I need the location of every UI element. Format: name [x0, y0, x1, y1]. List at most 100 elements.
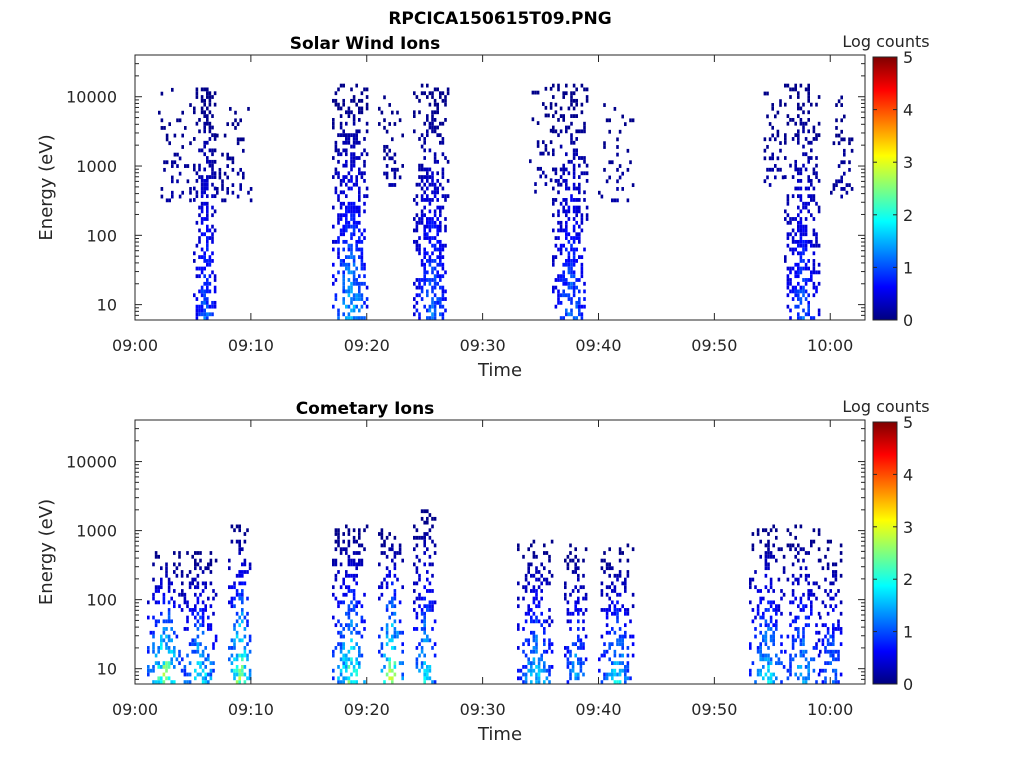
spectrogram-cell — [749, 585, 752, 590]
spectrogram-cell — [764, 573, 768, 578]
spectrogram-cell — [209, 661, 213, 666]
spectrogram-cell — [572, 251, 576, 256]
spectrogram-cell — [415, 278, 419, 282]
spectrogram-cell — [779, 103, 782, 107]
spectrogram-cell — [152, 634, 155, 639]
spectrogram-cell — [574, 600, 577, 605]
spectrogram-cell — [426, 167, 429, 172]
x-tick-label: 09:30 — [460, 700, 506, 719]
spectrogram-cell — [339, 133, 343, 138]
spectrogram-cell — [762, 653, 765, 658]
spectrogram-cell — [769, 619, 773, 624]
spectrogram-cell — [208, 281, 212, 286]
spectrogram-cell — [428, 91, 432, 96]
spectrogram-cell — [191, 554, 194, 559]
spectrogram-cell — [565, 312, 568, 317]
spectrogram-cell — [380, 653, 384, 658]
spectrogram-cell — [337, 619, 340, 624]
spectrogram-cell — [365, 186, 369, 191]
spectrogram-cell — [337, 535, 340, 540]
spectrogram-cell — [162, 596, 166, 601]
spectrogram-cell — [339, 668, 343, 673]
spectrogram-cell — [355, 129, 358, 134]
spectrogram-cell — [241, 672, 244, 677]
spectrogram-cell — [195, 243, 199, 248]
spectrogram-cell — [431, 175, 434, 179]
spectrogram-cell — [342, 270, 345, 275]
spectrogram-cell — [802, 247, 805, 252]
spectrogram-cell — [350, 156, 353, 160]
spectrogram-cell — [426, 577, 429, 582]
spectrogram-cell — [579, 608, 583, 612]
spectrogram-cell — [524, 619, 528, 624]
spectrogram-cell — [201, 600, 205, 605]
spectrogram-cell — [393, 171, 397, 176]
spectrogram-cell — [388, 547, 391, 552]
spectrogram-cell — [208, 137, 212, 141]
spectrogram-cell — [191, 649, 194, 654]
spectrogram-cell — [342, 297, 345, 301]
spectrogram-cell — [154, 653, 158, 658]
spectrogram-cell — [247, 190, 250, 195]
spectrogram-cell — [193, 259, 196, 263]
spectrogram-cell — [170, 661, 173, 666]
spectrogram-cell — [173, 630, 176, 635]
spectrogram-cell — [160, 91, 164, 96]
spectrogram-cell — [624, 589, 627, 593]
spectrogram-cell — [388, 156, 391, 161]
spectrogram-cell — [562, 270, 565, 275]
spectrogram-cell — [431, 178, 434, 183]
spectrogram-cell — [436, 190, 439, 195]
spectrogram-cell — [807, 95, 810, 99]
spectrogram-cell — [565, 224, 568, 229]
spectrogram-cell — [616, 661, 619, 666]
spectrogram-cell — [352, 596, 356, 601]
spectrogram-cell — [807, 194, 810, 199]
spectrogram-cell — [608, 596, 611, 601]
colorbar — [872, 56, 898, 321]
spectrogram-cell — [207, 615, 210, 620]
spectrogram-cell — [352, 535, 356, 540]
spectrogram-cell — [388, 615, 391, 620]
spectrogram-cell — [624, 581, 627, 586]
spectrogram-cell — [418, 604, 421, 609]
spectrogram-cell — [817, 653, 821, 658]
spectrogram-cell — [352, 608, 356, 612]
spectrogram-cell — [756, 608, 760, 612]
spectrogram-cell — [517, 581, 520, 586]
spectrogram-cell — [160, 581, 163, 586]
spectrogram-cell — [347, 178, 351, 183]
spectrogram-cell — [334, 140, 338, 145]
spectrogram-cell — [768, 122, 772, 126]
spectrogram-cell — [824, 623, 827, 628]
spectrogram-cell — [365, 297, 369, 301]
spectrogram-cell — [840, 194, 843, 199]
spectrogram-cell — [175, 657, 179, 662]
spectrogram-cell — [775, 535, 778, 540]
spectrogram-cell — [194, 615, 197, 620]
spectrogram-cell — [775, 558, 778, 563]
spectrogram-cell — [428, 608, 432, 612]
spectrogram-cell — [517, 547, 520, 552]
spectrogram-cell — [570, 266, 573, 271]
spectrogram-cell — [575, 304, 578, 309]
spectrogram-cell — [355, 668, 358, 673]
spectrogram-cell — [571, 642, 575, 647]
spectrogram-cell — [436, 255, 439, 260]
spectrogram-cell — [423, 661, 426, 666]
spectrogram-cell — [157, 680, 160, 684]
spectrogram-cell — [342, 642, 345, 647]
spectrogram-cell — [436, 224, 439, 229]
spectrogram-cell — [385, 608, 389, 612]
spectrogram-cell — [204, 680, 207, 684]
spectrogram-cell — [848, 167, 851, 172]
spectrogram-cell — [195, 297, 199, 301]
spectrogram-cell — [365, 194, 369, 199]
spectrogram-cell — [208, 91, 212, 96]
spectrogram-cell — [431, 117, 434, 122]
spectrogram-cell — [211, 236, 214, 240]
spectrogram-cell — [570, 312, 573, 317]
spectrogram-cell — [764, 585, 768, 590]
spectrogram-cell — [199, 551, 202, 555]
spectrogram-cell — [613, 653, 617, 658]
